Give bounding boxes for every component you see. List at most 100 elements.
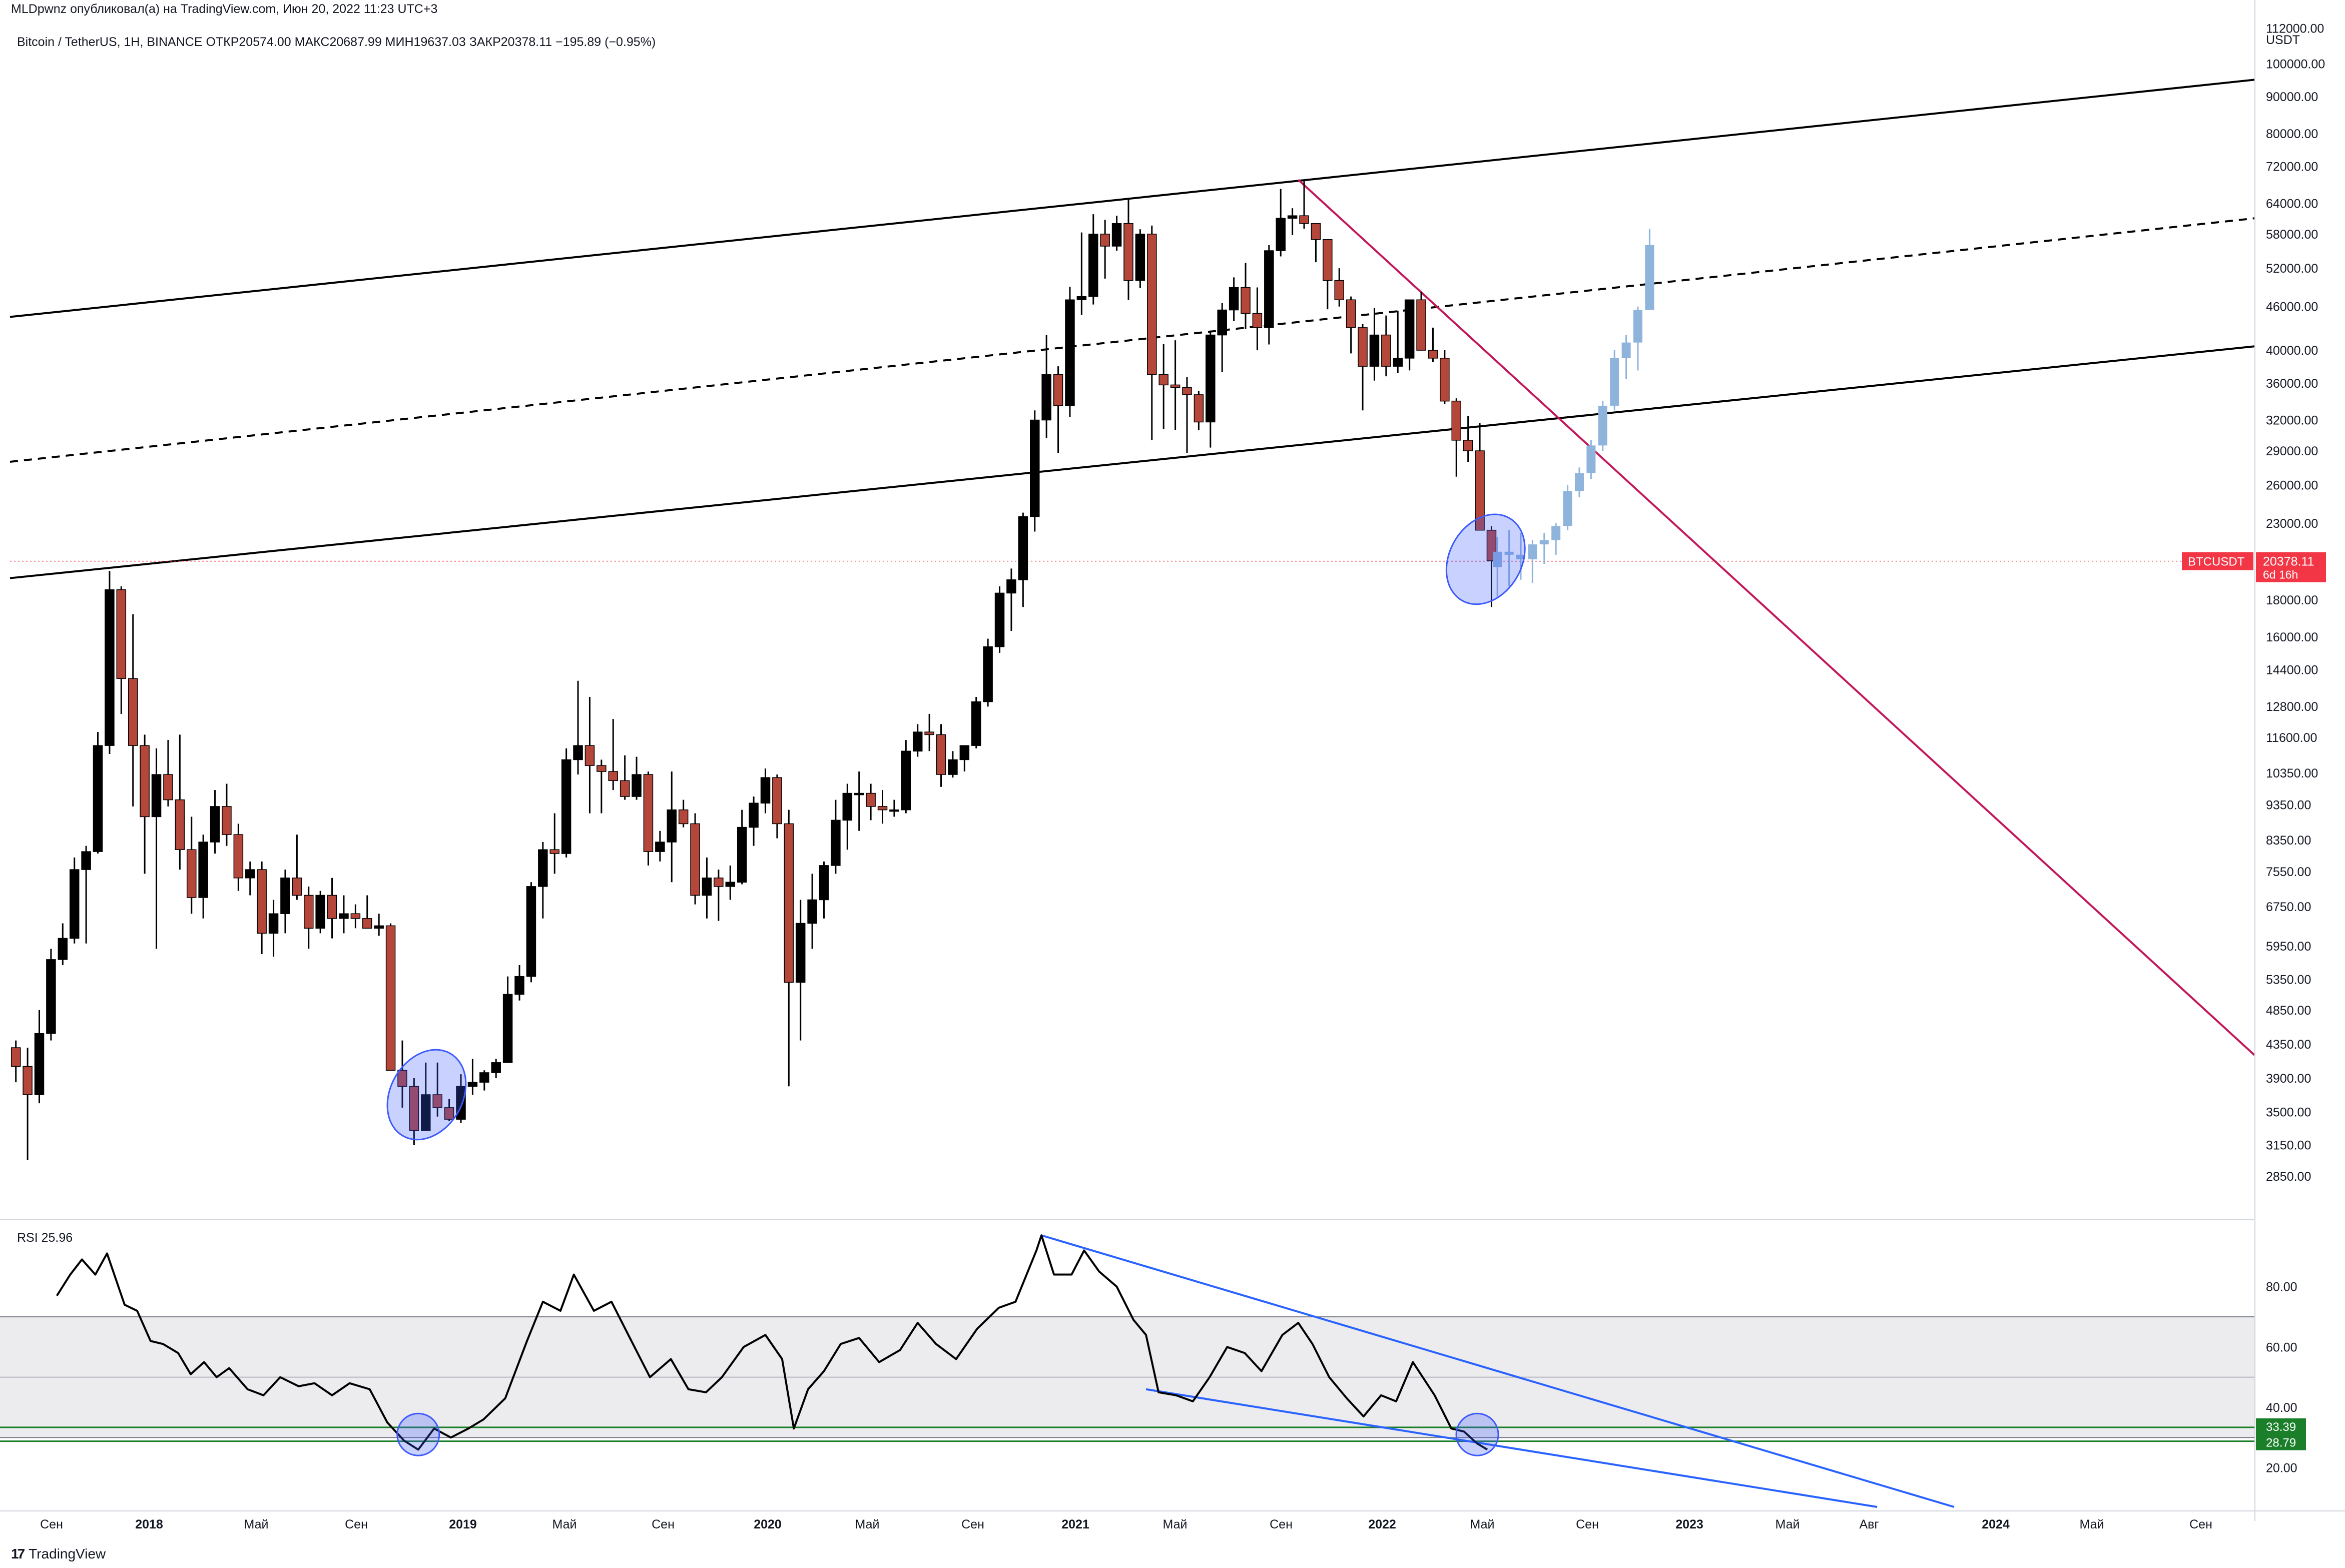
candle — [34, 1033, 45, 1095]
main-pane — [10, 79, 2255, 1161]
price-tick-label: 12800.00 — [2266, 700, 2318, 714]
rsi-badge-upper-text: 33.39 — [2266, 1420, 2296, 1434]
candle — [901, 750, 911, 811]
time-tick-label: Май — [1470, 1517, 1495, 1531]
candle — [620, 780, 630, 797]
circle-2018-bottom — [386, 1049, 467, 1141]
rsi-badge-lower — [2256, 1434, 2306, 1450]
candle — [608, 771, 618, 781]
candle — [385, 925, 396, 1071]
price-tick-label: 8350.00 — [2266, 834, 2311, 848]
price-tick-label: 9350.00 — [2266, 799, 2311, 813]
candle — [854, 793, 864, 796]
projection-candle — [1563, 491, 1572, 526]
logo-text: TradingView — [29, 1546, 106, 1561]
price-tick-label: 58000.00 — [2266, 228, 2318, 242]
candle — [374, 925, 384, 929]
time-tick-label: 2021 — [1061, 1517, 1089, 1531]
candle — [667, 809, 677, 843]
candle — [866, 793, 876, 807]
candle — [819, 865, 829, 901]
channel-mid-line — [10, 217, 2255, 463]
tradingview-logo[interactable]: 17 TradingView — [11, 1546, 106, 1562]
candle — [573, 745, 583, 760]
price-tick-label: 90000.00 — [2266, 90, 2318, 104]
rsi-badge-upper — [2256, 1418, 2306, 1434]
last-price-value: 20378.11 — [2263, 555, 2314, 569]
channel-bottom-line — [10, 345, 2255, 579]
candle — [678, 809, 689, 825]
candle — [1475, 450, 1485, 531]
price-tick-label: 64000.00 — [2266, 197, 2318, 211]
candle — [924, 731, 934, 735]
time-tick-label: Сен — [652, 1517, 675, 1531]
candle — [1393, 358, 1403, 367]
projection-candle — [1645, 245, 1654, 310]
time-tick-label: 2019 — [449, 1517, 477, 1531]
projection-candle — [1586, 445, 1596, 473]
candle — [1088, 234, 1098, 297]
candle — [549, 849, 559, 854]
candle — [210, 806, 220, 843]
candle — [1170, 384, 1181, 388]
projection-candle — [1528, 544, 1537, 559]
candle — [304, 895, 314, 929]
candle — [526, 886, 536, 977]
candle — [831, 820, 841, 866]
candle — [491, 1062, 501, 1073]
candle — [1076, 296, 1087, 301]
candle — [11, 1047, 21, 1067]
publish-info: MLDpwnz опубликовал(а) на TradingView.co… — [11, 2, 438, 16]
candle — [1440, 358, 1450, 402]
candle — [46, 959, 56, 1034]
candle — [327, 895, 337, 919]
time-tick-label: Сен — [345, 1517, 368, 1531]
last-price-symbol: BTCUSDT — [2188, 555, 2245, 569]
candle — [1041, 374, 1051, 421]
candle — [1006, 579, 1016, 594]
rsi-badge-lower-text: 28.79 — [2266, 1436, 2296, 1450]
candle — [971, 701, 981, 746]
price-tick-label: 26000.00 — [2266, 478, 2318, 492]
candle — [1018, 516, 1028, 580]
candle — [842, 793, 853, 821]
candle — [1123, 223, 1133, 281]
candle — [690, 823, 700, 896]
candle — [1416, 299, 1426, 351]
candle — [58, 938, 68, 960]
rsi-tick-label: 60.00 — [2266, 1340, 2297, 1354]
candle — [128, 678, 138, 746]
downtrend-line — [1297, 179, 2255, 1056]
candle — [502, 994, 513, 1063]
candle — [362, 918, 372, 929]
projection-candle — [1598, 405, 1607, 446]
projection-candle — [1574, 473, 1584, 491]
candle — [467, 1082, 478, 1087]
channel-top-line — [10, 79, 2255, 318]
candle — [1053, 374, 1063, 406]
price-tick-label: 36000.00 — [2266, 377, 2318, 391]
projection-candle — [1516, 554, 1525, 559]
candle — [292, 877, 302, 896]
candle — [315, 895, 325, 929]
rsi-tick-label: 20.00 — [2266, 1461, 2297, 1475]
candle — [1323, 239, 1333, 281]
candle — [1030, 419, 1040, 517]
candle — [1287, 215, 1298, 219]
candle — [772, 777, 782, 825]
candle — [514, 976, 524, 995]
price-tick-label: 40000.00 — [2266, 344, 2318, 358]
candle — [912, 731, 923, 752]
candle — [1334, 280, 1344, 301]
candle — [1194, 394, 1204, 423]
candle — [151, 774, 162, 818]
projection-candle — [1493, 551, 1502, 567]
candle — [1135, 234, 1145, 281]
price-tick-label: 11600.00 — [2266, 731, 2317, 745]
candle — [1252, 313, 1263, 328]
candle — [1381, 334, 1391, 367]
candle — [714, 877, 724, 887]
candle — [81, 851, 91, 870]
candle — [538, 849, 548, 887]
